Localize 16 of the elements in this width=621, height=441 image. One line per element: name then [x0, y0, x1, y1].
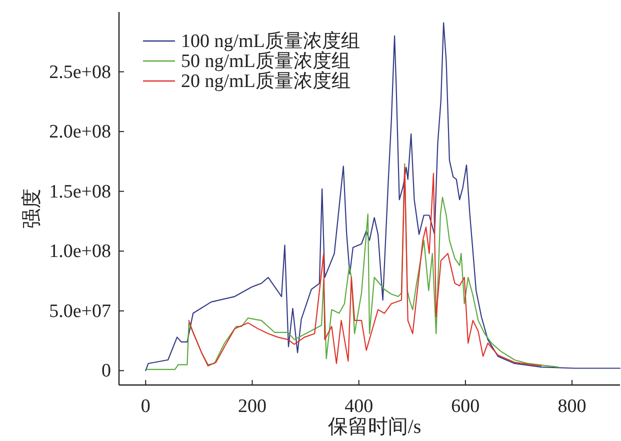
x-tick-label: 600 [451, 396, 480, 417]
y-tick-label: 5.0e+07 [49, 300, 111, 322]
y-axis-title: 强度 [21, 188, 43, 228]
legend-label: 50 ng/mL质量浓度组 [181, 50, 350, 72]
x-tick-label: 400 [344, 396, 374, 417]
y-tick-label: 1.5e+08 [49, 181, 111, 202]
legend-label: 20 ng/mL质量浓度组 [181, 70, 350, 92]
y-tick-label: 1.0e+08 [49, 241, 111, 262]
y-tick-label: 2.0e+08 [49, 122, 111, 143]
y-tick-label: 2.5e+08 [49, 62, 111, 83]
x-tick-label: 200 [238, 396, 266, 417]
x-axis-title: 保留时间/s [328, 416, 422, 438]
y-tick-label: 0 [102, 360, 111, 382]
x-tick-label: 800 [558, 396, 586, 417]
x-tick-label: 0 [140, 396, 150, 417]
legend-label: 100 ng/mL质量浓度组 [181, 30, 360, 52]
